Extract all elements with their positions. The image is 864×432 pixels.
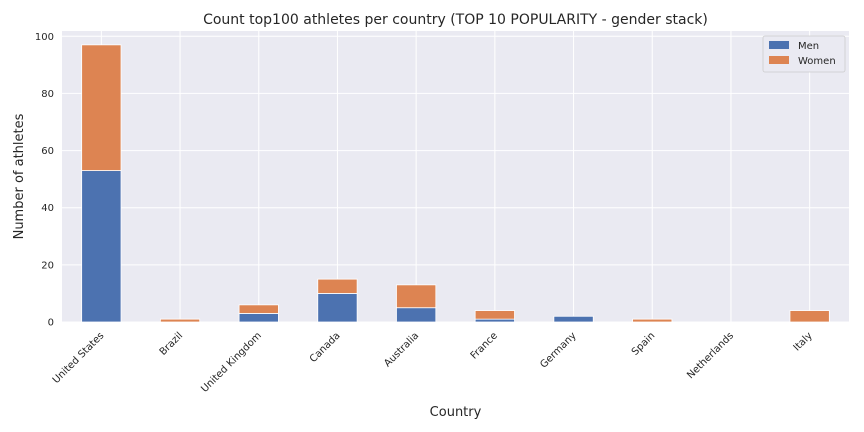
y-tick-label: 0: [48, 318, 54, 329]
plot-background: [62, 31, 849, 322]
y-axis-label: Number of athletes: [12, 113, 27, 239]
bar-men-australia: [396, 307, 437, 323]
bar-women-australia: [396, 284, 437, 309]
x-tick-label: Italy: [792, 330, 815, 353]
grid-lines: [62, 31, 849, 323]
legend-label-men: Men: [798, 41, 819, 52]
x-axis-label: Country: [430, 405, 482, 420]
y-tick-label: 40: [41, 203, 54, 214]
bar-men-united-kingdom: [238, 313, 279, 323]
legend-swatch-women: [769, 56, 789, 64]
x-tick-label: Spain: [630, 330, 658, 358]
x-tick-label: Brazil: [158, 330, 186, 358]
x-tick-labels: United States Brazil United Kingdom Canada A…: [51, 330, 815, 395]
bar-women-italy: [789, 310, 830, 323]
bar-men-germany: [553, 315, 594, 323]
x-tick-label: Australia: [382, 330, 421, 369]
y-tick-label: 20: [41, 260, 54, 271]
x-tick-label: United States: [51, 330, 107, 386]
bar-men-france: [474, 318, 515, 323]
bar-women-spain: [632, 318, 673, 323]
x-tick-label: France: [469, 330, 500, 361]
bar-women-united-kingdom: [238, 304, 279, 314]
bar-women-canada: [317, 278, 358, 294]
x-tick-label: Netherlands: [685, 330, 736, 381]
x-tick-label: Germany: [538, 330, 578, 370]
bar-women-brazil: [159, 318, 201, 323]
bar-men-united-states: [81, 170, 122, 323]
legend-label-women: Women: [798, 56, 836, 67]
y-tick-label: 80: [41, 89, 54, 100]
y-tick-label: 60: [41, 146, 54, 157]
chart-title: Count top100 athletes per country (TOP 1…: [203, 12, 708, 28]
x-tick-label: United Kingdom: [199, 330, 264, 395]
bars: [81, 44, 830, 323]
y-tick-labels: 0 20 40 60 80 100: [35, 32, 54, 329]
bar-men-canada: [317, 293, 358, 323]
x-tick-label: Canada: [308, 330, 343, 365]
y-tick-label: 100: [35, 32, 54, 43]
legend-swatch-men: [769, 41, 789, 49]
legend: Men Women: [762, 35, 846, 73]
bar-women-france: [474, 310, 515, 320]
bar-women-united-states: [81, 44, 122, 171]
